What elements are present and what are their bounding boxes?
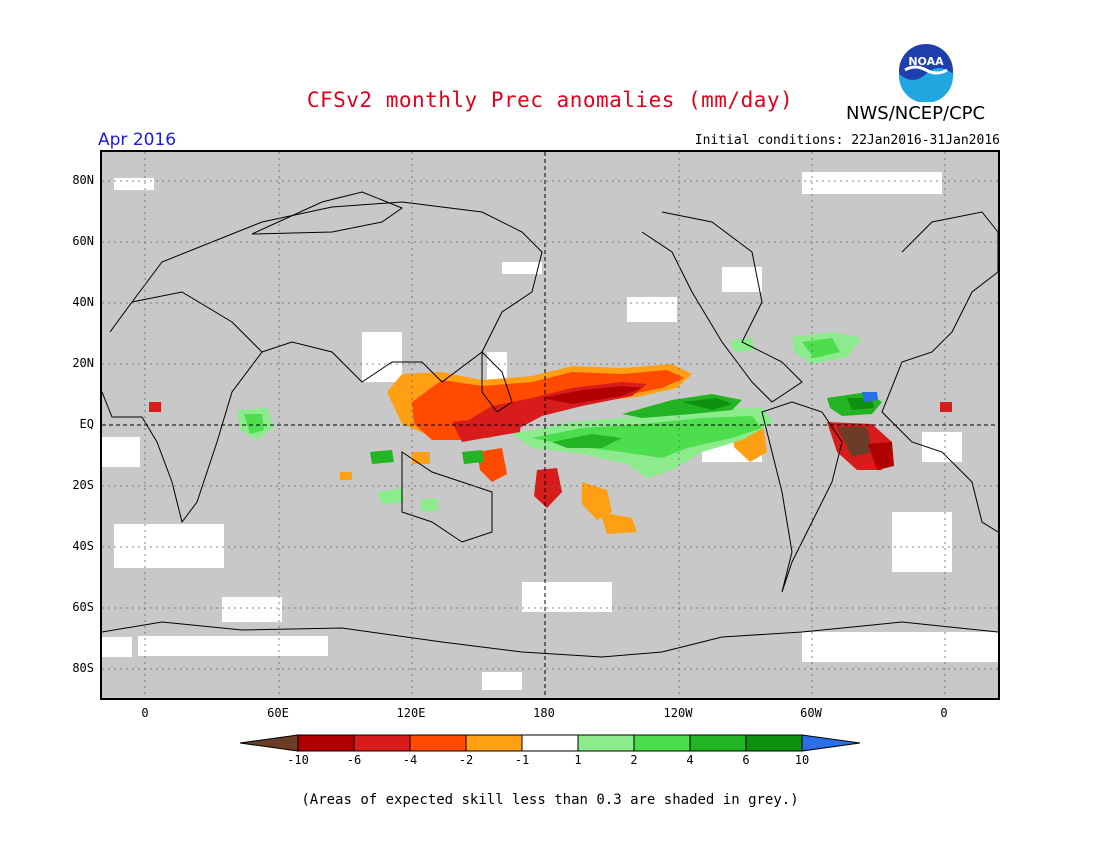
lat-label-60s: 60S bbox=[72, 600, 94, 614]
near-zero-regions bbox=[102, 172, 998, 690]
legend-swatch bbox=[521, 734, 579, 752]
legend-label: 6 bbox=[742, 753, 750, 767]
lat-label-80n: 80N bbox=[72, 173, 94, 187]
lon-label-60w: 60W bbox=[800, 706, 822, 720]
chart-title: CFSv2 monthly Prec anomalies (mm/day) bbox=[306, 88, 794, 112]
wet-anomaly-regions bbox=[237, 332, 882, 512]
legend-swatch bbox=[577, 734, 635, 752]
color-legend bbox=[240, 734, 860, 752]
equator-dateline bbox=[102, 152, 998, 698]
legend-swatch-min bbox=[240, 734, 299, 752]
lat-label-20s: 20S bbox=[72, 478, 94, 492]
legend-label: -2 bbox=[458, 753, 474, 767]
lon-label-180: 180 bbox=[533, 706, 555, 720]
lon-label-120w: 120W bbox=[663, 706, 693, 720]
legend-label: 10 bbox=[794, 753, 810, 767]
graticule bbox=[102, 152, 998, 698]
legend-label: -4 bbox=[402, 753, 418, 767]
forecast-month: Apr 2016 bbox=[98, 130, 177, 150]
lon-label-0: 0 bbox=[141, 706, 149, 720]
skill-footnote: (Areas of expected skill less than 0.3 a… bbox=[301, 792, 799, 808]
legend-label: -6 bbox=[346, 753, 362, 767]
legend-swatch bbox=[689, 734, 747, 752]
noaa-logo: NOAA bbox=[895, 40, 957, 103]
legend-swatch-max bbox=[801, 734, 860, 752]
lat-label-80s: 80S bbox=[72, 661, 94, 675]
lat-label-eq: EQ bbox=[79, 417, 94, 431]
world-map bbox=[100, 150, 1000, 700]
legend-label: -1 bbox=[514, 753, 530, 767]
legend-label: 1 bbox=[574, 753, 582, 767]
legend-swatch bbox=[297, 734, 355, 752]
lat-label-40n: 40N bbox=[72, 295, 94, 309]
legend-swatch bbox=[745, 734, 803, 752]
coastlines bbox=[102, 191, 998, 658]
legend-swatch bbox=[409, 734, 467, 752]
legend-swatch bbox=[353, 734, 411, 752]
lat-label-60n: 60N bbox=[72, 234, 94, 248]
legend-swatch bbox=[633, 734, 691, 752]
lat-label-20n: 20N bbox=[72, 356, 94, 370]
legend-label: 4 bbox=[686, 753, 694, 767]
lon-label-120e: 120E bbox=[396, 706, 426, 720]
lat-label-40s: 40S bbox=[72, 539, 94, 553]
org-label: NWS/NCEP/CPC bbox=[846, 103, 986, 124]
lon-label-0-east: 0 bbox=[940, 706, 948, 720]
legend-swatch bbox=[465, 734, 523, 752]
dry-anomaly-regions bbox=[149, 364, 952, 534]
initial-conditions: Initial conditions: 22Jan2016-31Jan2016 bbox=[694, 133, 1000, 148]
logo-text: NOAA bbox=[908, 55, 944, 68]
lon-label-60e: 60E bbox=[267, 706, 289, 720]
legend-label: 2 bbox=[630, 753, 638, 767]
legend-label: -10 bbox=[287, 753, 309, 767]
